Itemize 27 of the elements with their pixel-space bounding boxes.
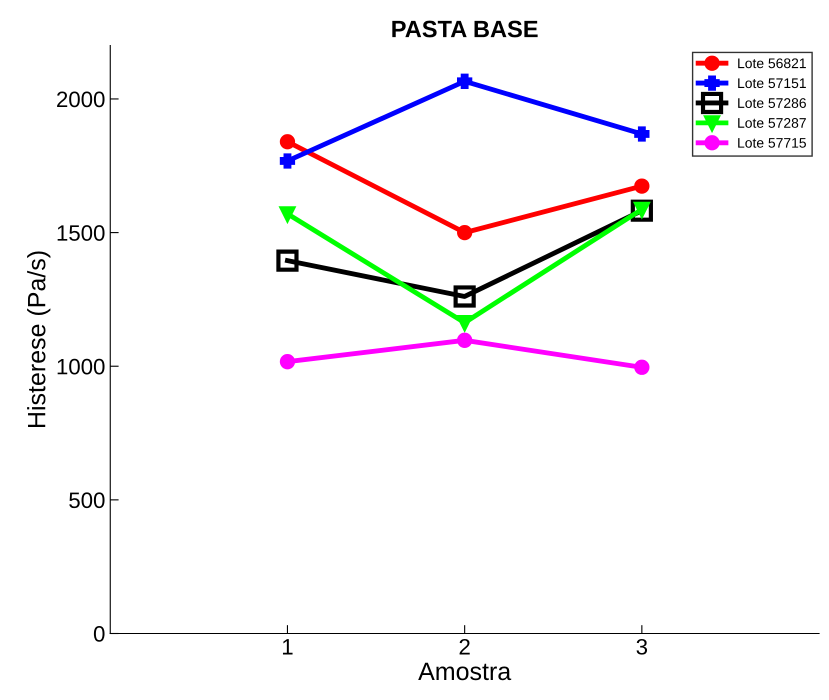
point xyxy=(280,134,296,150)
x-tick-label: 1 xyxy=(282,639,293,654)
legend-label: Lote 56821 xyxy=(738,58,806,68)
y-axis-title: Histerese (Pa/s) xyxy=(27,251,50,428)
point xyxy=(634,360,650,375)
legend-label: Lote 57151 xyxy=(738,78,806,88)
legend-label: Lote 57286 xyxy=(738,98,806,108)
y-tick-label: 0 xyxy=(94,626,105,642)
point xyxy=(634,126,650,142)
point xyxy=(457,224,472,240)
legend-label: Lote 57715 xyxy=(738,138,806,148)
y-tick-label: 1000 xyxy=(58,358,105,374)
point xyxy=(457,74,472,89)
x-tick-label: 3 xyxy=(636,638,648,655)
y-tick-label: 500 xyxy=(69,492,105,508)
point xyxy=(276,250,299,272)
point xyxy=(280,153,296,169)
chart-title: PASTA BASE xyxy=(392,20,538,38)
x-tick-label: 2 xyxy=(460,638,470,654)
point xyxy=(454,285,476,308)
y-tick-label: 1500 xyxy=(58,225,105,241)
point xyxy=(280,354,296,370)
point xyxy=(634,178,650,194)
legend-label: Lote 57287 xyxy=(738,118,806,128)
x-axis-title: Amostra xyxy=(418,662,512,680)
y-tick-label: 2000 xyxy=(57,91,105,108)
point xyxy=(457,332,472,348)
